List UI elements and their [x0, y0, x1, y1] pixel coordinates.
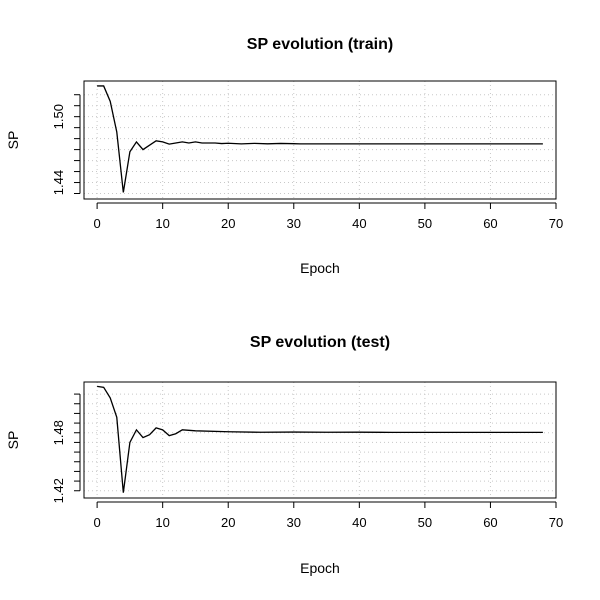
x-tick-label: 10: [155, 515, 169, 530]
x-tick-label: 0: [93, 515, 100, 530]
y-tick-label: 1.48: [51, 420, 66, 445]
x-tick-label: 10: [155, 216, 169, 231]
grid-lines: [84, 81, 557, 199]
chart-title: SP evolution (test): [250, 334, 390, 351]
x-tick-label: 40: [352, 216, 366, 231]
x-tick-label: 60: [483, 515, 497, 530]
grid-lines: [84, 382, 557, 498]
x-tick-label: 50: [418, 216, 432, 231]
x-axis-label: Epoch: [300, 560, 340, 576]
y-tick-label: 1.44: [51, 170, 66, 195]
y-axis: 1.44 1.50: [51, 94, 81, 195]
y-axis-label: SP: [5, 131, 21, 150]
panel-train: SP evolution (train) Epoch SP 0 10 20 30 40 5…: [5, 36, 563, 276]
series-line: [97, 385, 543, 493]
y-tick-label: 1.50: [51, 104, 66, 129]
series-line: [97, 85, 543, 193]
panel-test: SP evolution (test) Epoch SP 0 10 20 30 40 50…: [5, 334, 563, 576]
y-axis: 1.42 1.48: [51, 393, 81, 503]
chart-title: SP evolution (train): [247, 36, 393, 53]
x-axis-label: Epoch: [300, 260, 340, 276]
plot-frame: [83, 381, 557, 499]
x-tick-label: 0: [93, 216, 100, 231]
plot-frame: [83, 80, 557, 200]
x-tick-label: 40: [352, 515, 366, 530]
x-axis: 0 10 20 30 40 50 60 70: [93, 202, 563, 231]
y-tick-label: 1.42: [51, 478, 66, 503]
x-axis: 0 10 20 30 40 50 60 70: [93, 501, 563, 530]
y-axis-label: SP: [5, 431, 21, 450]
x-tick-label: 30: [287, 216, 301, 231]
x-tick-label: 20: [221, 216, 235, 231]
x-tick-label: 70: [549, 216, 563, 231]
x-tick-label: 50: [418, 515, 432, 530]
x-tick-label: 60: [483, 216, 497, 231]
x-tick-label: 20: [221, 515, 235, 530]
x-tick-label: 30: [287, 515, 301, 530]
x-tick-label: 70: [549, 515, 563, 530]
